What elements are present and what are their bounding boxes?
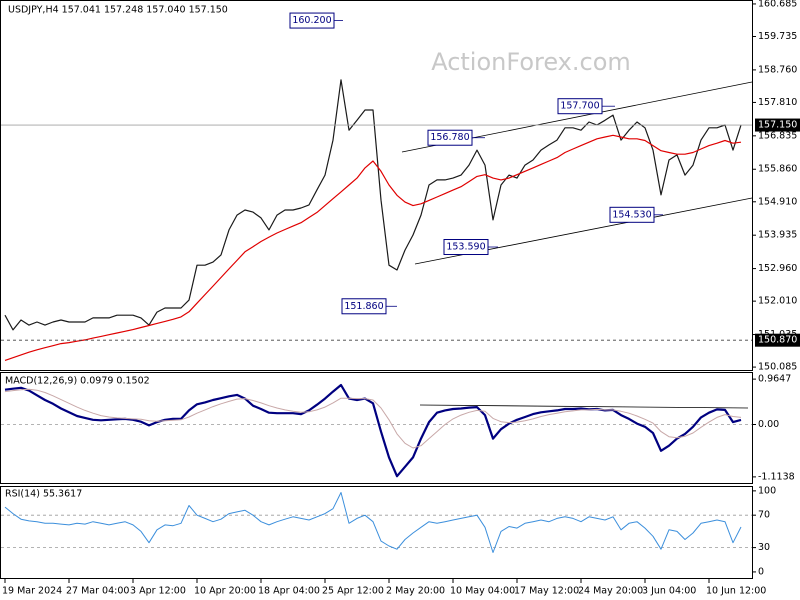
- annotation-box: [443, 239, 489, 256]
- price-label-box: [755, 333, 800, 347]
- y-tick-label: 156.835: [758, 130, 797, 141]
- macd-panel: [0, 372, 753, 484]
- y-tick-label: -1.1138: [758, 471, 795, 482]
- annotation-box: [289, 12, 335, 29]
- y-tick-label: 0: [758, 566, 764, 577]
- y-tick-label: 0.00: [758, 419, 779, 430]
- x-tick-label: 27 Mar 04:00: [66, 586, 129, 597]
- y-tick-label: 100: [758, 485, 776, 496]
- annotation-label: 157.700: [560, 101, 599, 112]
- annotation-label: 156.780: [430, 132, 469, 143]
- y-tick-label: 155.860: [758, 164, 797, 175]
- price-label-box: [755, 118, 800, 132]
- x-tick-label: 24 May 20:00: [578, 586, 643, 597]
- series-line: [4, 492, 742, 553]
- y-tick-label: 160.685: [758, 0, 797, 9]
- series-line: [4, 79, 742, 331]
- y-tick-label: 30: [758, 542, 770, 553]
- rsi-panel: [0, 486, 753, 579]
- x-tick-label: 25 Apr 12:00: [322, 586, 384, 597]
- macd-trendline: [419, 404, 749, 409]
- rsi-title: RSI(14) 55.3617: [5, 489, 82, 500]
- x-tick-label: 2 May 20:00: [386, 586, 445, 597]
- x-tick-label: 17 May 12:00: [514, 586, 579, 597]
- y-tick-label: 157.810: [758, 97, 797, 108]
- macd-title: MACD(12,26,9) 0.0979 0.1502: [5, 376, 150, 387]
- price-label: 150.870: [758, 335, 797, 346]
- annotation-box: [427, 129, 473, 146]
- y-tick-label: 153.935: [758, 230, 797, 241]
- y-tick-label: 152.010: [758, 296, 797, 307]
- price-label: 157.150: [758, 120, 797, 131]
- price-panel: [0, 0, 753, 371]
- x-tick-label: 3 Apr 12:00: [130, 586, 186, 597]
- chart-title: USDJPY,H4 157.041 157.248 157.040 157.15…: [8, 5, 228, 16]
- x-tick-label: 10 May 04:00: [450, 586, 515, 597]
- annotation-label: 160.200: [292, 15, 331, 26]
- x-tick-label: 10 Jun 12:00: [706, 586, 766, 597]
- y-tick-label: 0.9647: [758, 374, 791, 385]
- annotation-box: [557, 98, 603, 115]
- series-line: [4, 383, 742, 478]
- watermark: ActionForex.com: [431, 48, 631, 76]
- x-tick-label: 19 Mar 2024: [2, 586, 62, 597]
- x-tick-label: 10 Apr 20:00: [194, 586, 256, 597]
- y-tick-label: 158.760: [758, 64, 797, 75]
- x-tick-label: 3 Jun 04:00: [642, 586, 696, 597]
- annotation-label: 153.590: [446, 242, 485, 253]
- series-line: [4, 388, 742, 449]
- y-tick-label: 159.735: [758, 31, 797, 42]
- y-tick-label: 152.960: [758, 263, 797, 274]
- y-tick-label: 70: [758, 510, 770, 521]
- annotation-box: [609, 206, 655, 223]
- annotation-label: 154.530: [612, 209, 651, 220]
- annotation-box: [341, 298, 387, 315]
- series-line: [4, 134, 742, 361]
- y-tick-label: 150.085: [758, 362, 797, 373]
- y-tick-label: 154.910: [758, 196, 797, 207]
- x-tick-label: 18 Apr 04:00: [258, 586, 320, 597]
- annotation-label: 151.860: [344, 301, 383, 312]
